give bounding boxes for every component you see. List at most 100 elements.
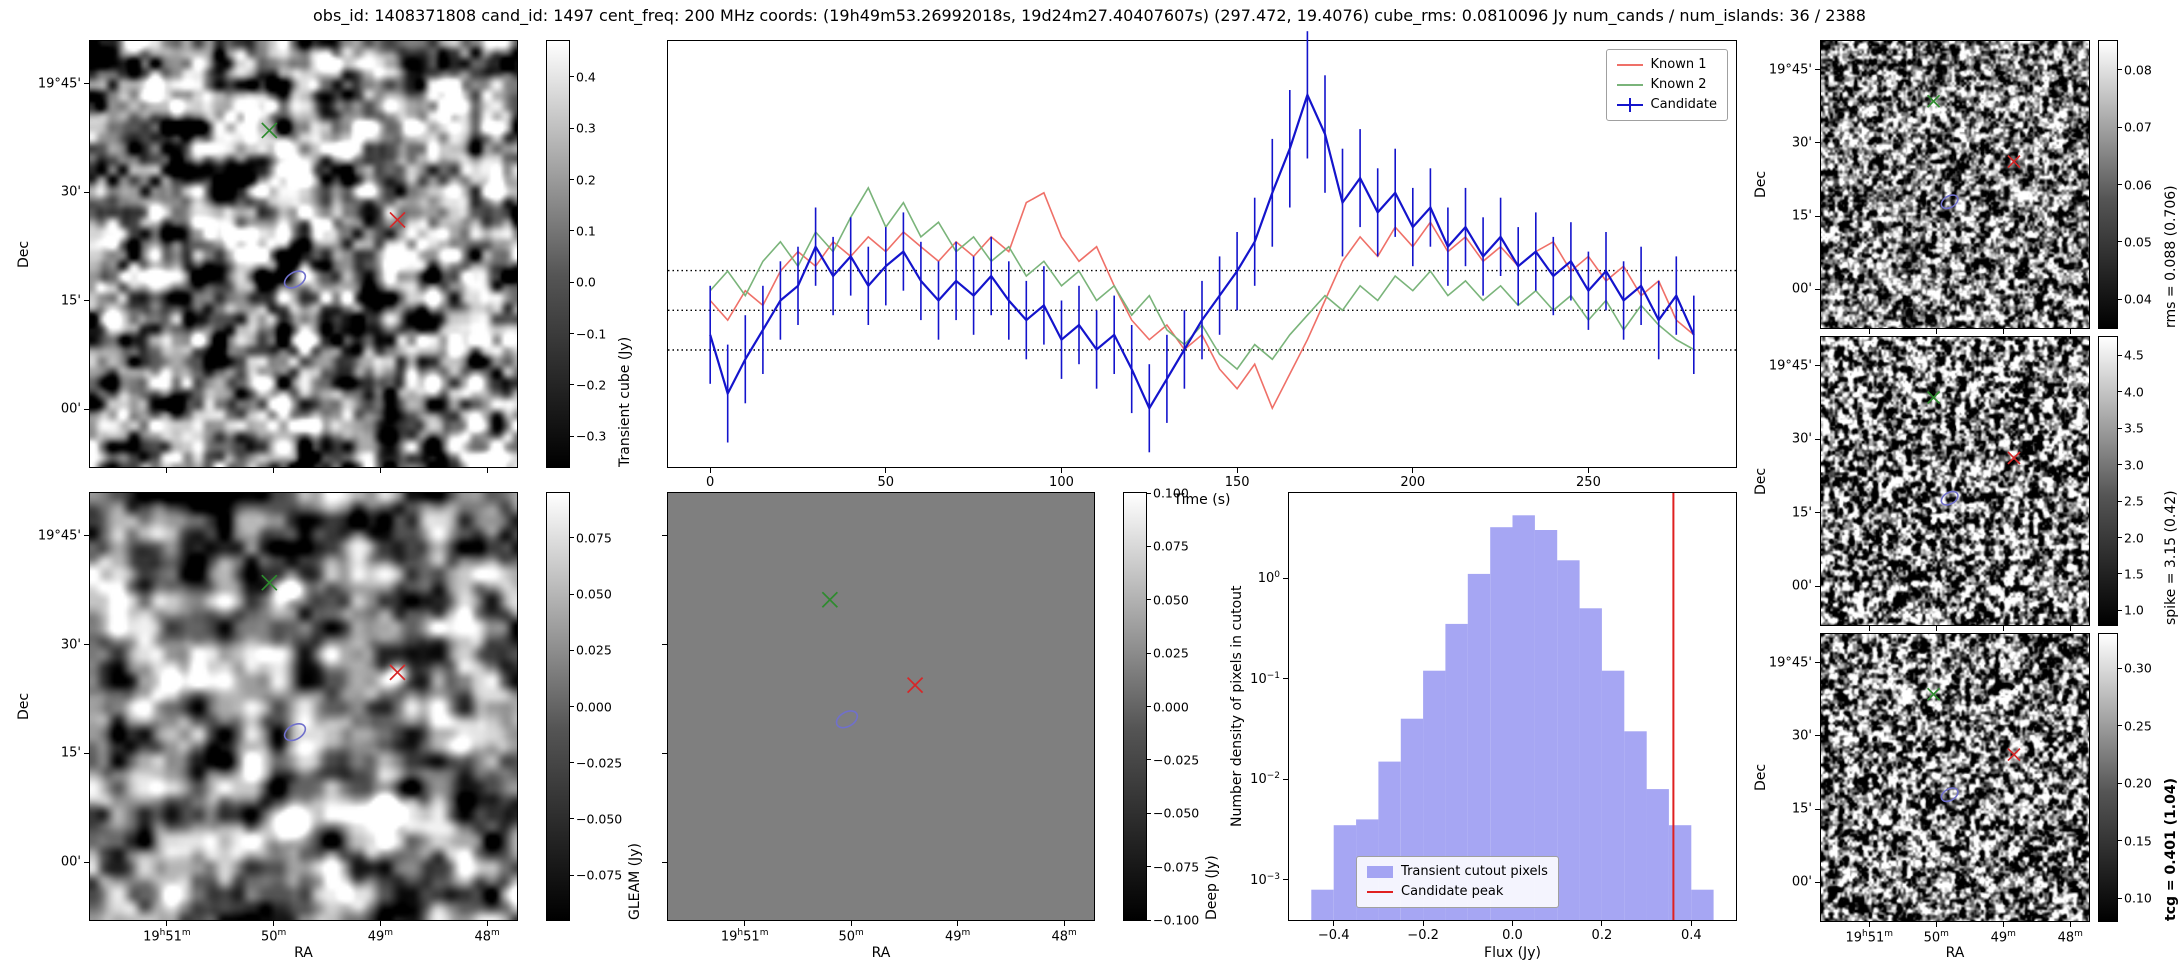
colorbar-tick-mark	[1146, 652, 1151, 654]
colorbar-tick-label: 0.05	[2124, 234, 2152, 250]
colorbar-label-gleam: GLEAM (Jy)	[627, 843, 643, 920]
colorbar-tick-mark	[2117, 725, 2122, 727]
colorbar-label-spike: spike = 3.15 (0.42)	[2163, 490, 2179, 625]
colorbar-tick-mark	[569, 127, 574, 129]
rms-image	[1821, 41, 2089, 328]
colorbar-tick-label: 0.1	[576, 223, 596, 239]
y-tick-label: 10−1	[1250, 670, 1280, 687]
colorbar-tick-label: 0.050	[1153, 592, 1189, 608]
colorbar-tick-label: 0.3	[576, 120, 596, 136]
legend-label-known1: Known 1	[1650, 57, 1707, 72]
y-tick-label: 00'	[1791, 874, 1812, 890]
colorbar-tick-label: 0.04	[2124, 291, 2152, 307]
colorbar-tick-label: 0.30	[2124, 660, 2152, 676]
colorbar-tick-label: 4.5	[2124, 347, 2144, 363]
colorbar-tick-mark	[2117, 897, 2122, 899]
known1-x-marker-icon	[2007, 154, 2021, 169]
colorbar-tick-label: 1.5	[2124, 566, 2144, 582]
known2-x-marker-icon	[1926, 390, 1941, 405]
candidate-ellipse-marker-icon	[283, 722, 307, 742]
colorbar-tick-label: 0.0	[576, 274, 596, 290]
x-tick-label: 200	[1400, 475, 1426, 490]
peak-line-swatch	[1367, 885, 1394, 899]
histogram-bar	[1512, 515, 1535, 920]
gleam-markers	[261, 574, 406, 742]
legend-entry-candidate-peak: Candidate peak	[1367, 882, 1548, 902]
colorbar-tick-label: 2.5	[2124, 493, 2144, 509]
colorbar-gradient	[2099, 634, 2117, 921]
y-tick-label: 15'	[1791, 801, 1812, 817]
y-tick-label: 15'	[60, 745, 81, 761]
x-tick-label: 0.2	[1591, 928, 1613, 943]
known1-x-marker-icon	[906, 677, 924, 694]
spike-markers	[1926, 390, 2021, 506]
x-tick-mark	[1236, 467, 1238, 473]
colorbar-tick-mark	[569, 706, 574, 707]
y-tick-mark	[1815, 662, 1821, 664]
time-axis-label: Time (s)	[1173, 492, 1231, 508]
colorbar-tick-label: 0.000	[576, 699, 612, 714]
colorbar-tick-mark	[569, 649, 574, 651]
y-tick-mark	[1815, 512, 1821, 514]
colorbar-tick-label: −0.1	[576, 326, 607, 342]
colorbar-tick-label: −0.050	[576, 811, 623, 827]
transient-cube-markers	[261, 122, 406, 289]
deep-image-panel: RA 19h51m 50m 49m 48m	[662, 492, 1095, 960]
x-tick-mark	[2069, 328, 2071, 334]
colorbar-tick-label: 0.20	[2124, 775, 2152, 791]
colorbar-tick-mark	[1146, 919, 1151, 921]
y-tick-label: 100	[1257, 569, 1280, 587]
colorbar-tick-mark	[569, 281, 574, 283]
y-tick-mark	[1815, 808, 1821, 810]
colorbar-tick-label: 0.075	[1153, 538, 1189, 554]
x-tick-mark	[850, 920, 852, 926]
colorbar-rms: rms = 0.088 (0.706) 0.08 0.07 0.06 0.05 0.04	[2098, 40, 2179, 329]
histogram-bar	[1624, 731, 1647, 920]
y-tick-label: 30'	[1791, 728, 1812, 744]
x-tick-mark	[957, 920, 959, 926]
x-tick-mark	[1512, 920, 1513, 926]
histogram-bar	[1601, 670, 1625, 920]
x-tick-mark	[885, 467, 887, 473]
colorbar-tick-mark	[2117, 464, 2122, 466]
x-tick-label: 100	[1049, 475, 1074, 490]
colorbar-tick-label: 0.100	[1153, 485, 1189, 501]
colorbar-tick-label: 0.15	[2124, 833, 2152, 849]
y-tick-label: 30'	[1791, 135, 1812, 151]
lightcurve-plot	[668, 31, 1736, 453]
y-tick-mark	[1815, 215, 1821, 217]
colorbar-tick-mark	[2117, 69, 2122, 71]
y-tick-mark	[1815, 288, 1821, 290]
figure-title: obs_id: 1408371808 cand_id: 1497 cent_fr…	[313, 6, 1866, 25]
known1-x-marker-icon	[2007, 451, 2021, 465]
legend-label-known2: Known 2	[1650, 77, 1707, 92]
histogram-bar	[1445, 623, 1468, 920]
colorbar-tick-mark	[569, 76, 574, 78]
x-tick-mark	[1935, 625, 1937, 631]
known1-x-marker-icon	[389, 211, 406, 229]
colorbar-tick-label: 0.025	[1153, 645, 1189, 661]
colorbar-tick-label: −0.100	[1153, 912, 1200, 928]
y-tick-mark	[1815, 735, 1821, 737]
colorbar-tick-mark	[2117, 391, 2122, 393]
candidate-errorbar-swatch	[1616, 98, 1643, 112]
y-tick-mark	[662, 644, 668, 646]
y-tick-mark	[1815, 585, 1821, 587]
transient-cube-image	[90, 41, 517, 467]
deep-markers	[821, 591, 924, 729]
colorbar-tick-label: 0.4	[576, 69, 596, 85]
colorbar-label-tcg: tcg = 0.401 (1.04)	[2163, 778, 2179, 921]
y-tick-mark	[662, 752, 668, 754]
x-tick-mark	[273, 920, 275, 926]
histogram-legend: Transient cutout pixels Candidate peak	[1356, 856, 1559, 908]
y-tick-mark	[1283, 879, 1289, 881]
colorbar-tick-mark	[2117, 782, 2122, 784]
y-tick-label: 10−3	[1250, 871, 1280, 889]
legend-label-candidate: Candidate	[1650, 97, 1717, 112]
x-tick-mark	[1063, 920, 1065, 926]
y-tick-mark	[84, 752, 90, 754]
colorbar-tick-mark	[569, 593, 574, 595]
colorbar-label-deep: Deep (Jy)	[1204, 855, 1220, 920]
x-tick-mark	[709, 467, 711, 473]
